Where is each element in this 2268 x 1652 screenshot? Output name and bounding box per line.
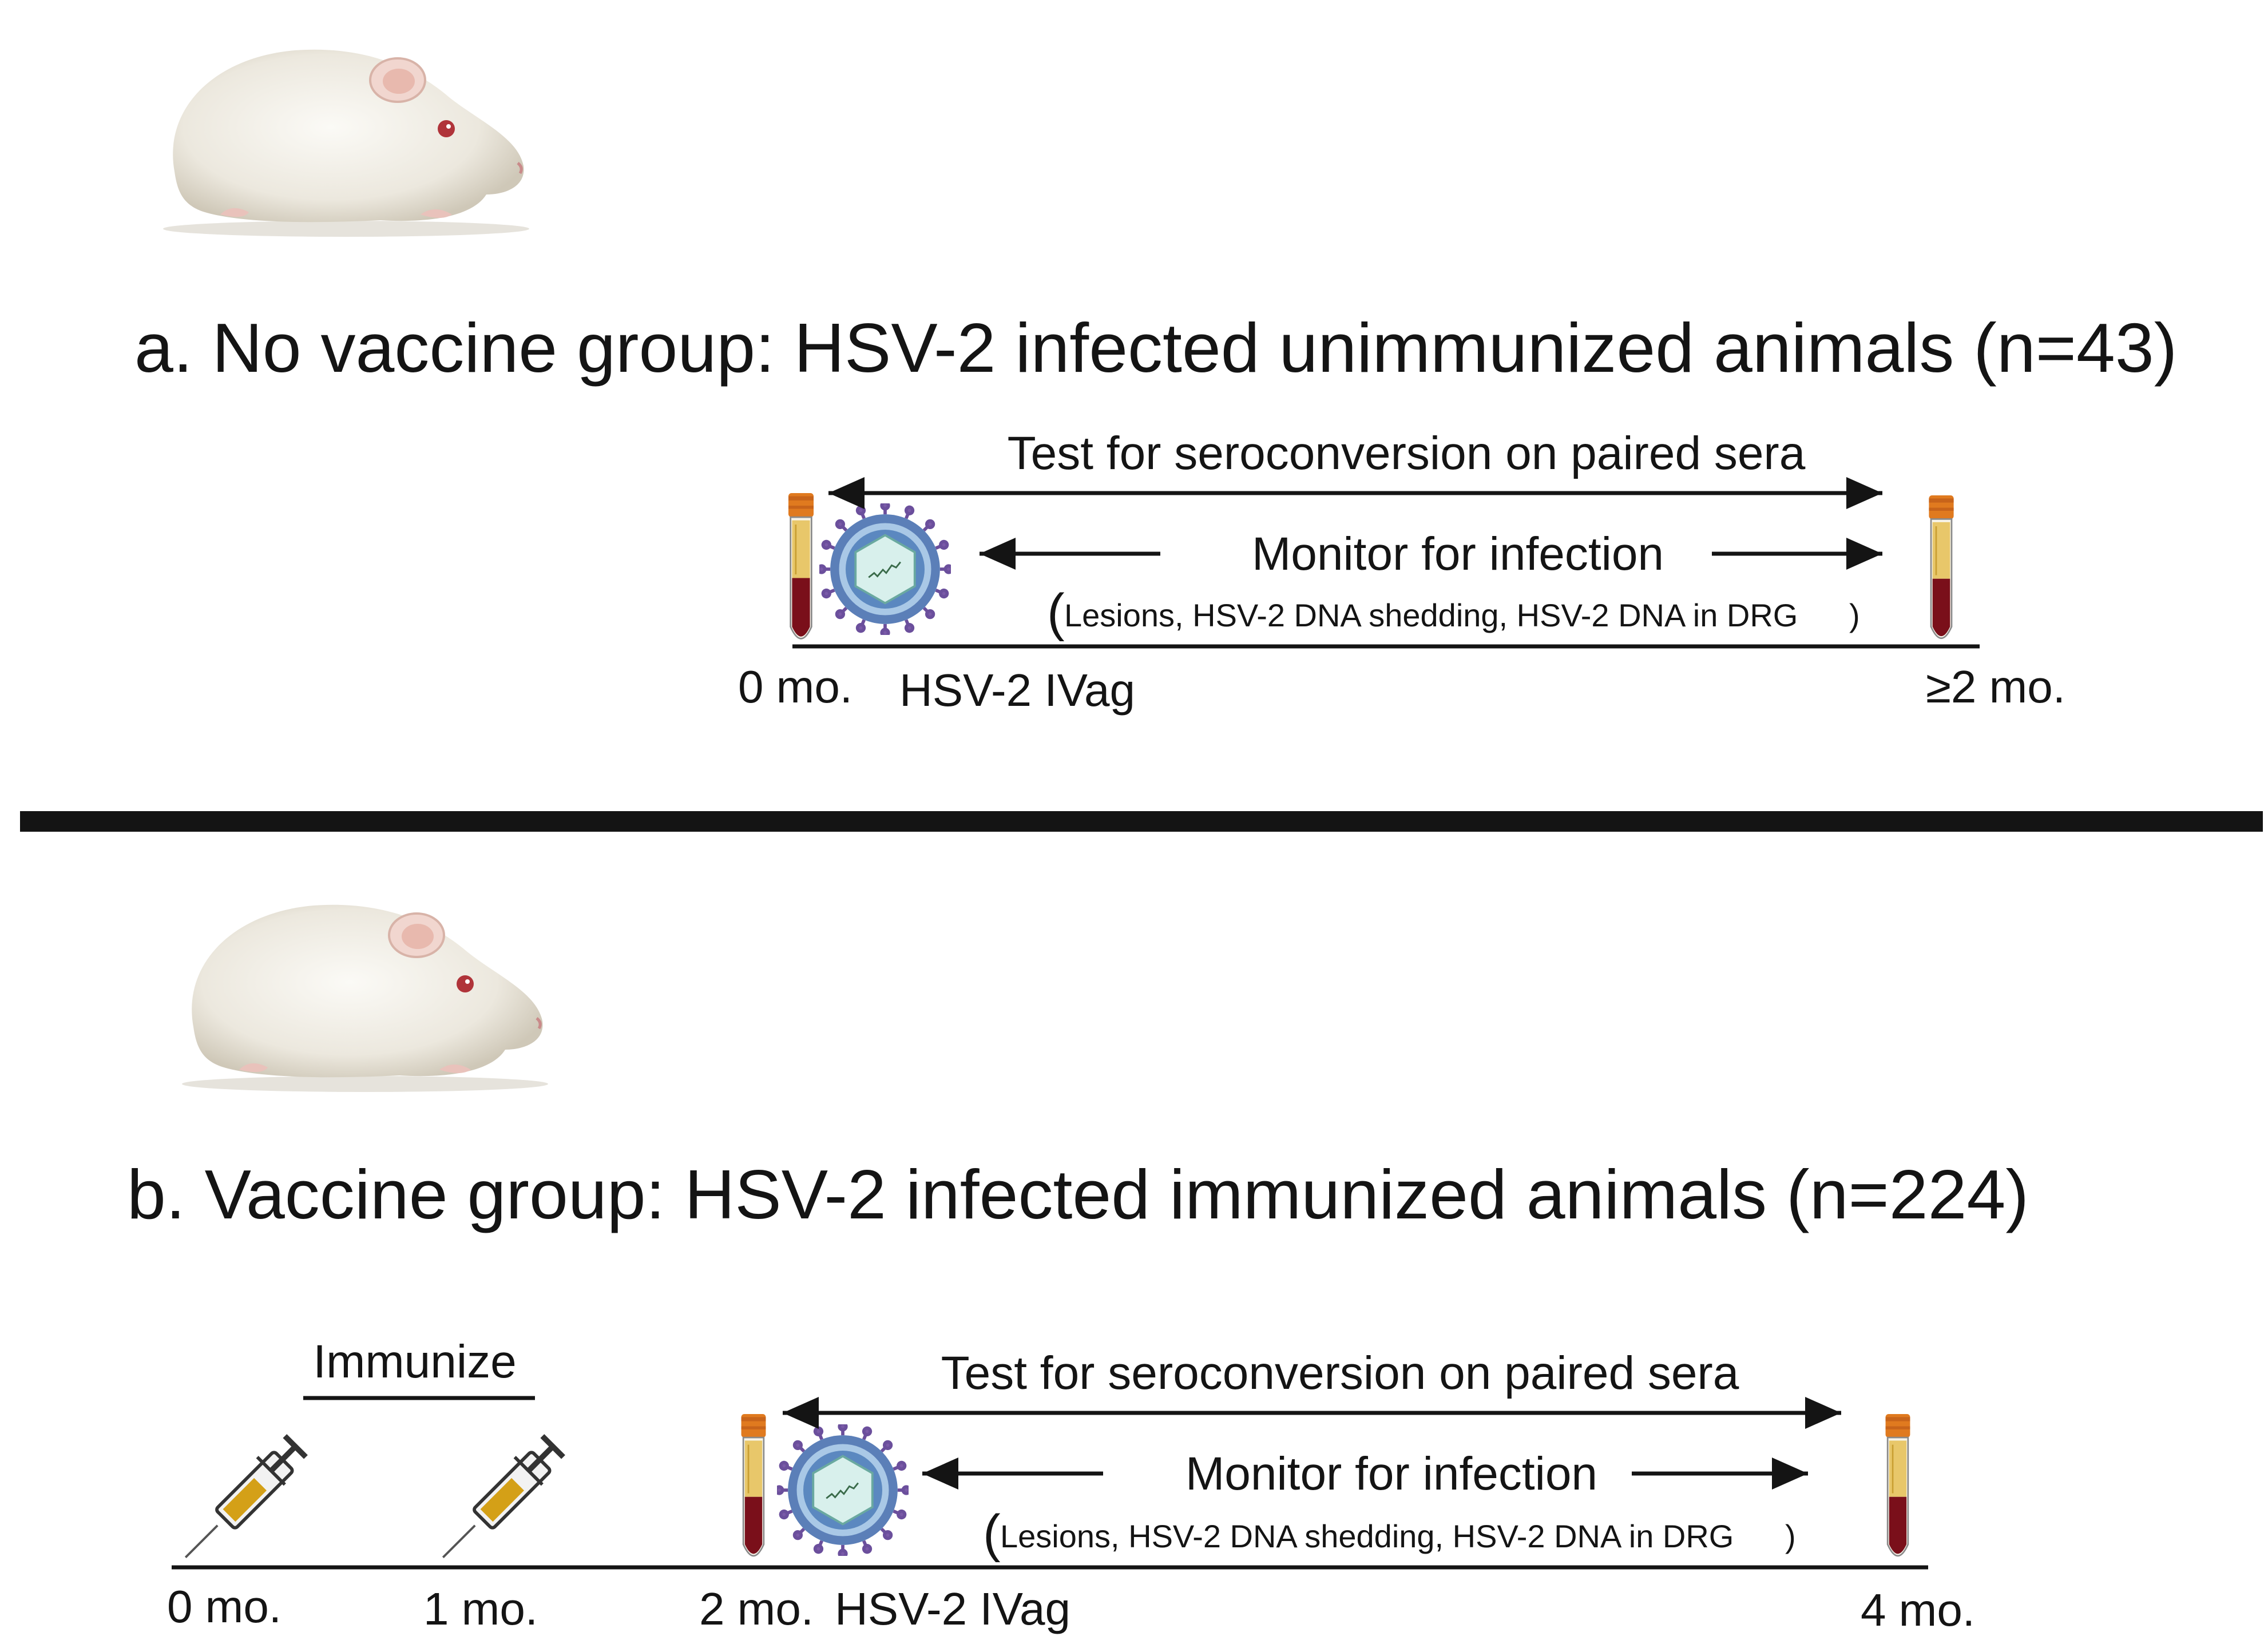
panel-divider [20,811,2263,832]
monitor-detail: Lesions, HSV-2 DNA shedding, HSV-2 DNA i… [1000,1518,1734,1554]
virus-icon [818,502,952,636]
paren-open: ( [983,1504,1001,1563]
paren-close: ) [1785,1518,1796,1554]
timepoint-label: 0 mo. [167,1581,281,1632]
panel-b-title: b. Vaccine group: HSV-2 infected immuniz… [127,1155,2029,1233]
timepoint-label: ≥2 mo. [1926,661,2065,712]
timepoint-label: 4 mo. [1861,1585,1975,1635]
challenge-label: HSV-2 IVag [835,1583,1070,1634]
virus-icon [776,1423,910,1557]
test-label: Test for seroconversion on paired sera [1008,427,1806,479]
blood-tube-icon [1885,1414,1911,1557]
panel-a-title: a. No vaccine group: HSV-2 infected unim… [134,309,2177,387]
panel-a: a. No vaccine group: HSV-2 infected unim… [134,50,2177,716]
monitor-detail: Lesions, HSV-2 DNA shedding, HSV-2 DNA i… [1064,597,1798,633]
blood-tube-icon [787,493,815,640]
immunize-label: Immunize [313,1336,516,1388]
guinea-pig-icon [163,50,529,237]
syringe-icon [185,1436,306,1558]
monitor-label: Monitor for infection [1185,1448,1597,1500]
monitor-label: Monitor for infection [1252,528,1664,580]
timepoint-label: 0 mo. [738,661,853,712]
paren-close: ) [1849,597,1860,633]
blood-tube-icon [1928,495,1955,640]
timepoint-label: 1 mo. [423,1583,538,1634]
syringe-icon [443,1436,563,1558]
paren-open: ( [1047,583,1065,642]
guinea-pig-icon [182,905,548,1092]
test-label: Test for seroconversion on paired sera [941,1347,1739,1399]
panel-b: b. Vaccine group: HSV-2 infected immuniz… [127,905,2029,1635]
blood-tube-icon [740,1414,767,1557]
timepoint-label: 2 mo. [699,1583,814,1634]
challenge-label: HSV-2 IVag [899,665,1135,716]
